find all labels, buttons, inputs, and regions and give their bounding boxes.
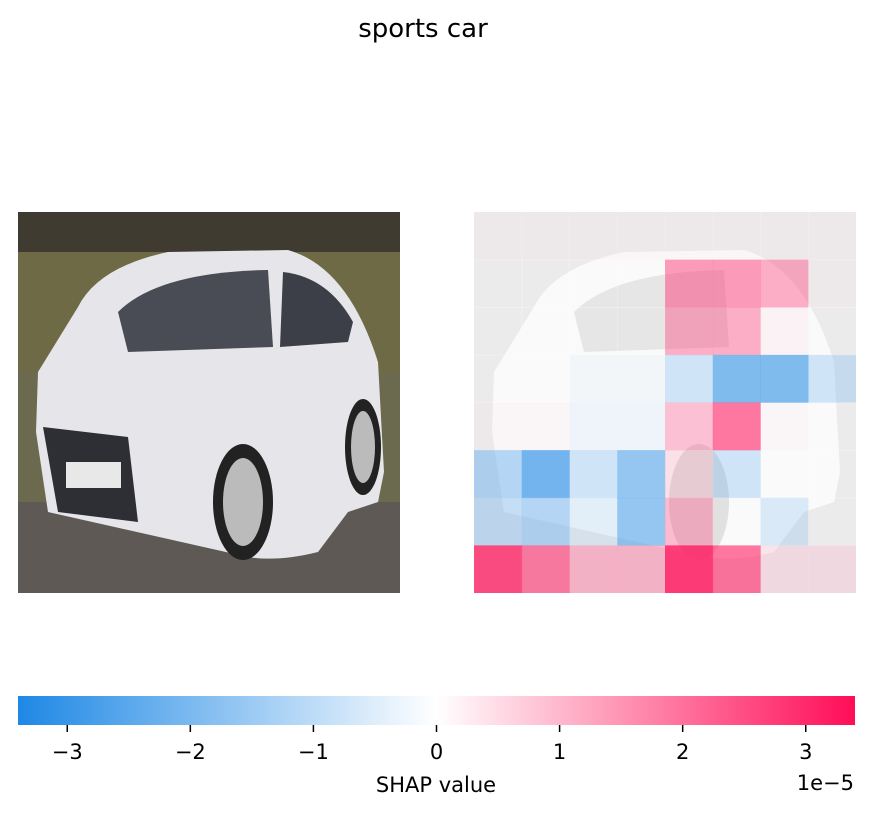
- shap-cell: [569, 354, 618, 404]
- shap-cell: [569, 259, 618, 308]
- shap-cell: [760, 259, 809, 308]
- shap-cell: [760, 545, 809, 593]
- colorbar-label: SHAP value: [375, 773, 497, 797]
- input-image: [18, 212, 400, 593]
- shap-cell: [712, 402, 761, 451]
- shap-cell: [808, 259, 856, 308]
- shap-cell: [617, 259, 666, 308]
- shap-cells: [474, 212, 856, 593]
- shap-cell: [617, 354, 666, 404]
- colorbar-tick-label: 0: [430, 740, 443, 764]
- shap-cell: [569, 212, 618, 261]
- car-photo: [18, 212, 400, 593]
- shap-cell: [569, 545, 618, 593]
- chart-title: sports car: [358, 14, 488, 44]
- shap-cell: [808, 212, 856, 261]
- shap-cell: [665, 307, 714, 356]
- shap-cell: [760, 497, 809, 546]
- colorbar-tick-label: −3: [52, 740, 83, 764]
- shap-heatmap-panel: [474, 212, 856, 593]
- shap-heatmap: [474, 212, 856, 593]
- shap-cell: [474, 402, 523, 451]
- shap-cell: [569, 402, 618, 451]
- shap-cell: [521, 497, 570, 546]
- shap-cell: [665, 545, 714, 593]
- shap-cell: [569, 450, 618, 499]
- shap-cell: [569, 497, 618, 546]
- colorbar-tick-label: 2: [676, 740, 689, 764]
- colorbar-exponent: 1e−5: [796, 771, 854, 795]
- shap-cell: [808, 307, 856, 356]
- shap-cell: [474, 545, 523, 593]
- shap-cell: [617, 402, 666, 451]
- shap-cell: [808, 497, 856, 546]
- colorbar-tick-label: 3: [799, 740, 812, 764]
- shap-cell: [617, 307, 666, 356]
- shap-cell: [760, 354, 809, 404]
- shap-cell: [808, 354, 856, 404]
- shap-cell: [665, 212, 714, 261]
- shap-cell: [521, 545, 570, 593]
- shap-cell: [712, 307, 761, 356]
- shap-cell: [665, 402, 714, 451]
- shap-cell: [665, 259, 714, 308]
- colorbar: [18, 696, 855, 725]
- shap-cell: [617, 212, 666, 261]
- shap-cell: [665, 354, 714, 404]
- shap-cell: [521, 354, 570, 404]
- colorbar-tick-label: −1: [298, 740, 329, 764]
- shap-cell: [474, 450, 523, 499]
- shap-cell: [474, 307, 523, 356]
- shap-cell: [665, 497, 714, 546]
- shap-cell: [521, 212, 570, 261]
- shap-cell: [712, 212, 761, 261]
- shap-cell: [617, 450, 666, 499]
- shap-cell: [474, 354, 523, 404]
- shap-cell: [712, 545, 761, 593]
- shap-cell: [808, 402, 856, 451]
- shap-cell: [617, 497, 666, 546]
- shap-cell: [569, 307, 618, 356]
- shap-cell: [474, 212, 523, 261]
- shap-cell: [760, 307, 809, 356]
- shap-cell: [521, 259, 570, 308]
- colorbar-tick-label: 1: [553, 740, 566, 764]
- shap-cell: [474, 259, 523, 308]
- shap-cell: [521, 450, 570, 499]
- shap-cell: [474, 497, 523, 546]
- shap-cell: [760, 402, 809, 451]
- shap-cell: [712, 259, 761, 308]
- colorbar-tick-label: −2: [175, 740, 206, 764]
- shap-cell: [712, 354, 761, 404]
- shap-cell: [808, 545, 856, 593]
- shap-cell: [808, 450, 856, 499]
- shap-cell: [521, 307, 570, 356]
- shap-cell: [712, 497, 761, 546]
- shap-cell: [712, 450, 761, 499]
- shap-cell: [760, 450, 809, 499]
- shap-cell: [665, 450, 714, 499]
- shap-cell: [760, 212, 809, 261]
- shap-cell: [521, 402, 570, 451]
- shap-cell: [617, 545, 666, 593]
